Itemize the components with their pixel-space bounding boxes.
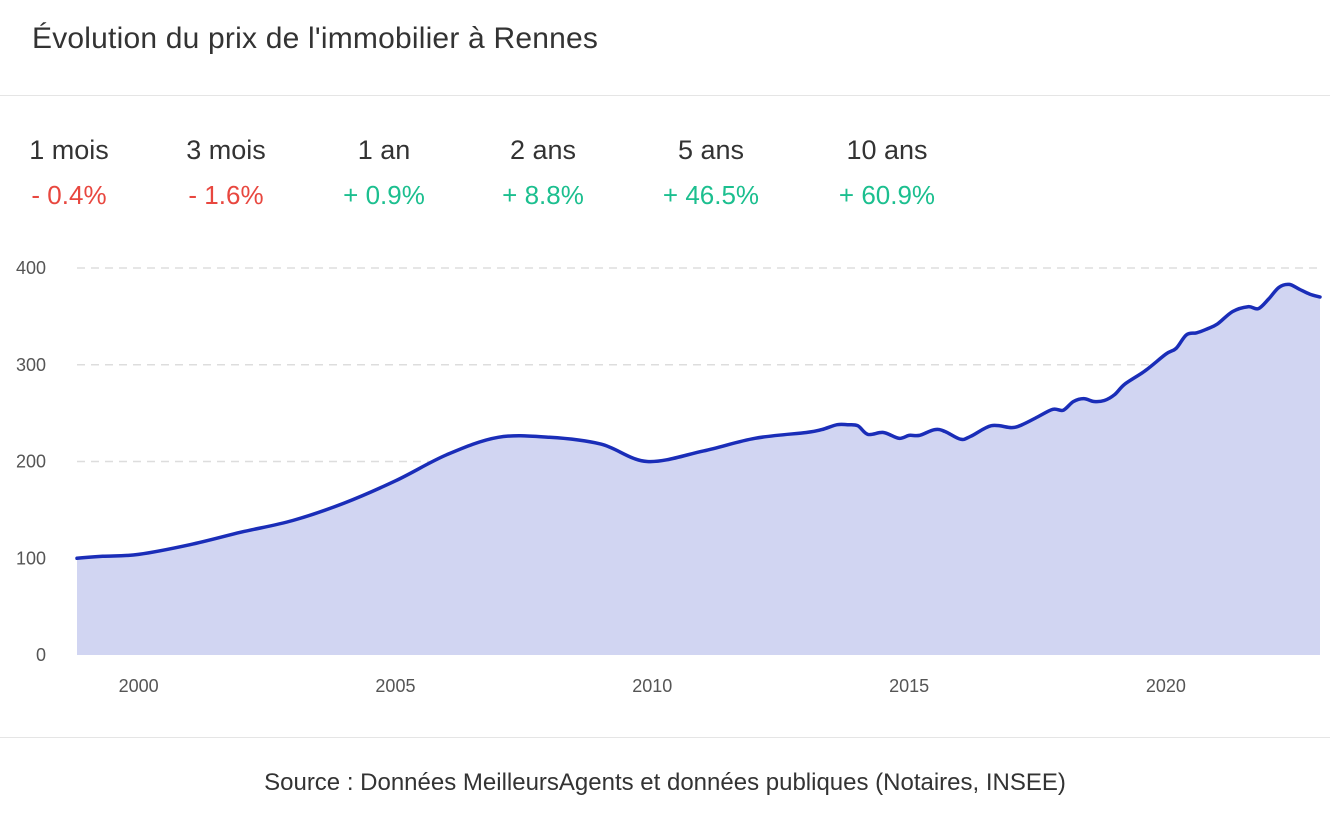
stat-value: + 0.9% (343, 180, 425, 210)
stat-5-ans: 5 ans + 46.5% (636, 135, 786, 211)
stat-label: 1 mois (29, 135, 109, 165)
x-tick-label: 2020 (1146, 676, 1186, 696)
y-tick-label: 400 (16, 258, 46, 278)
price-chart: 0 100 200 300 400 2000 2005 2010 2015 2020 (16, 258, 1322, 696)
stat-label: 2 ans (509, 135, 577, 165)
stat-2-ans: 2 ans + 8.8% (468, 135, 618, 211)
x-tick-label: 2010 (632, 676, 672, 696)
footer-divider (0, 737, 1330, 738)
y-tick-label: 300 (16, 355, 46, 375)
y-tick-label: 200 (16, 452, 46, 472)
stat-value: - 1.6% (188, 180, 264, 210)
x-tick-label: 2005 (375, 676, 415, 696)
price-line (75, 282, 1322, 561)
y-tick-label: 100 (16, 548, 46, 568)
y-axis: 0 100 200 300 400 (16, 258, 46, 665)
chart-title: Évolution du prix de l'immobilier à Renn… (32, 22, 599, 55)
stat-1-mois: 1 mois - 0.4% (0, 135, 144, 211)
x-tick-label: 2015 (889, 676, 929, 696)
stat-10-ans: 10 ans + 60.9% (812, 135, 962, 211)
stat-label: 3 mois (186, 135, 266, 165)
price-change-summary: 1 mois - 0.4% 3 mois - 1.6% 1 an + 0.9% … (0, 135, 980, 215)
stat-value: - 0.4% (31, 180, 107, 210)
stat-value: + 60.9% (838, 180, 936, 210)
y-tick-label: 0 (36, 645, 46, 665)
stat-1-an: 1 an + 0.9% (309, 135, 459, 211)
x-axis: 2000 2005 2010 2015 2020 (119, 676, 1186, 696)
stat-label: 10 ans (846, 135, 928, 165)
header-divider (0, 95, 1330, 96)
stat-value: + 46.5% (662, 180, 760, 210)
stat-3-mois: 3 mois - 1.6% (151, 135, 301, 211)
x-tick-label: 2000 (119, 676, 159, 696)
stat-label: 5 ans (677, 135, 745, 165)
source-note: Source : Données MeilleursAgents et donn… (264, 769, 1066, 796)
stat-value: + 8.8% (502, 180, 584, 210)
price-area (77, 284, 1320, 655)
stat-label: 1 an (357, 135, 411, 165)
